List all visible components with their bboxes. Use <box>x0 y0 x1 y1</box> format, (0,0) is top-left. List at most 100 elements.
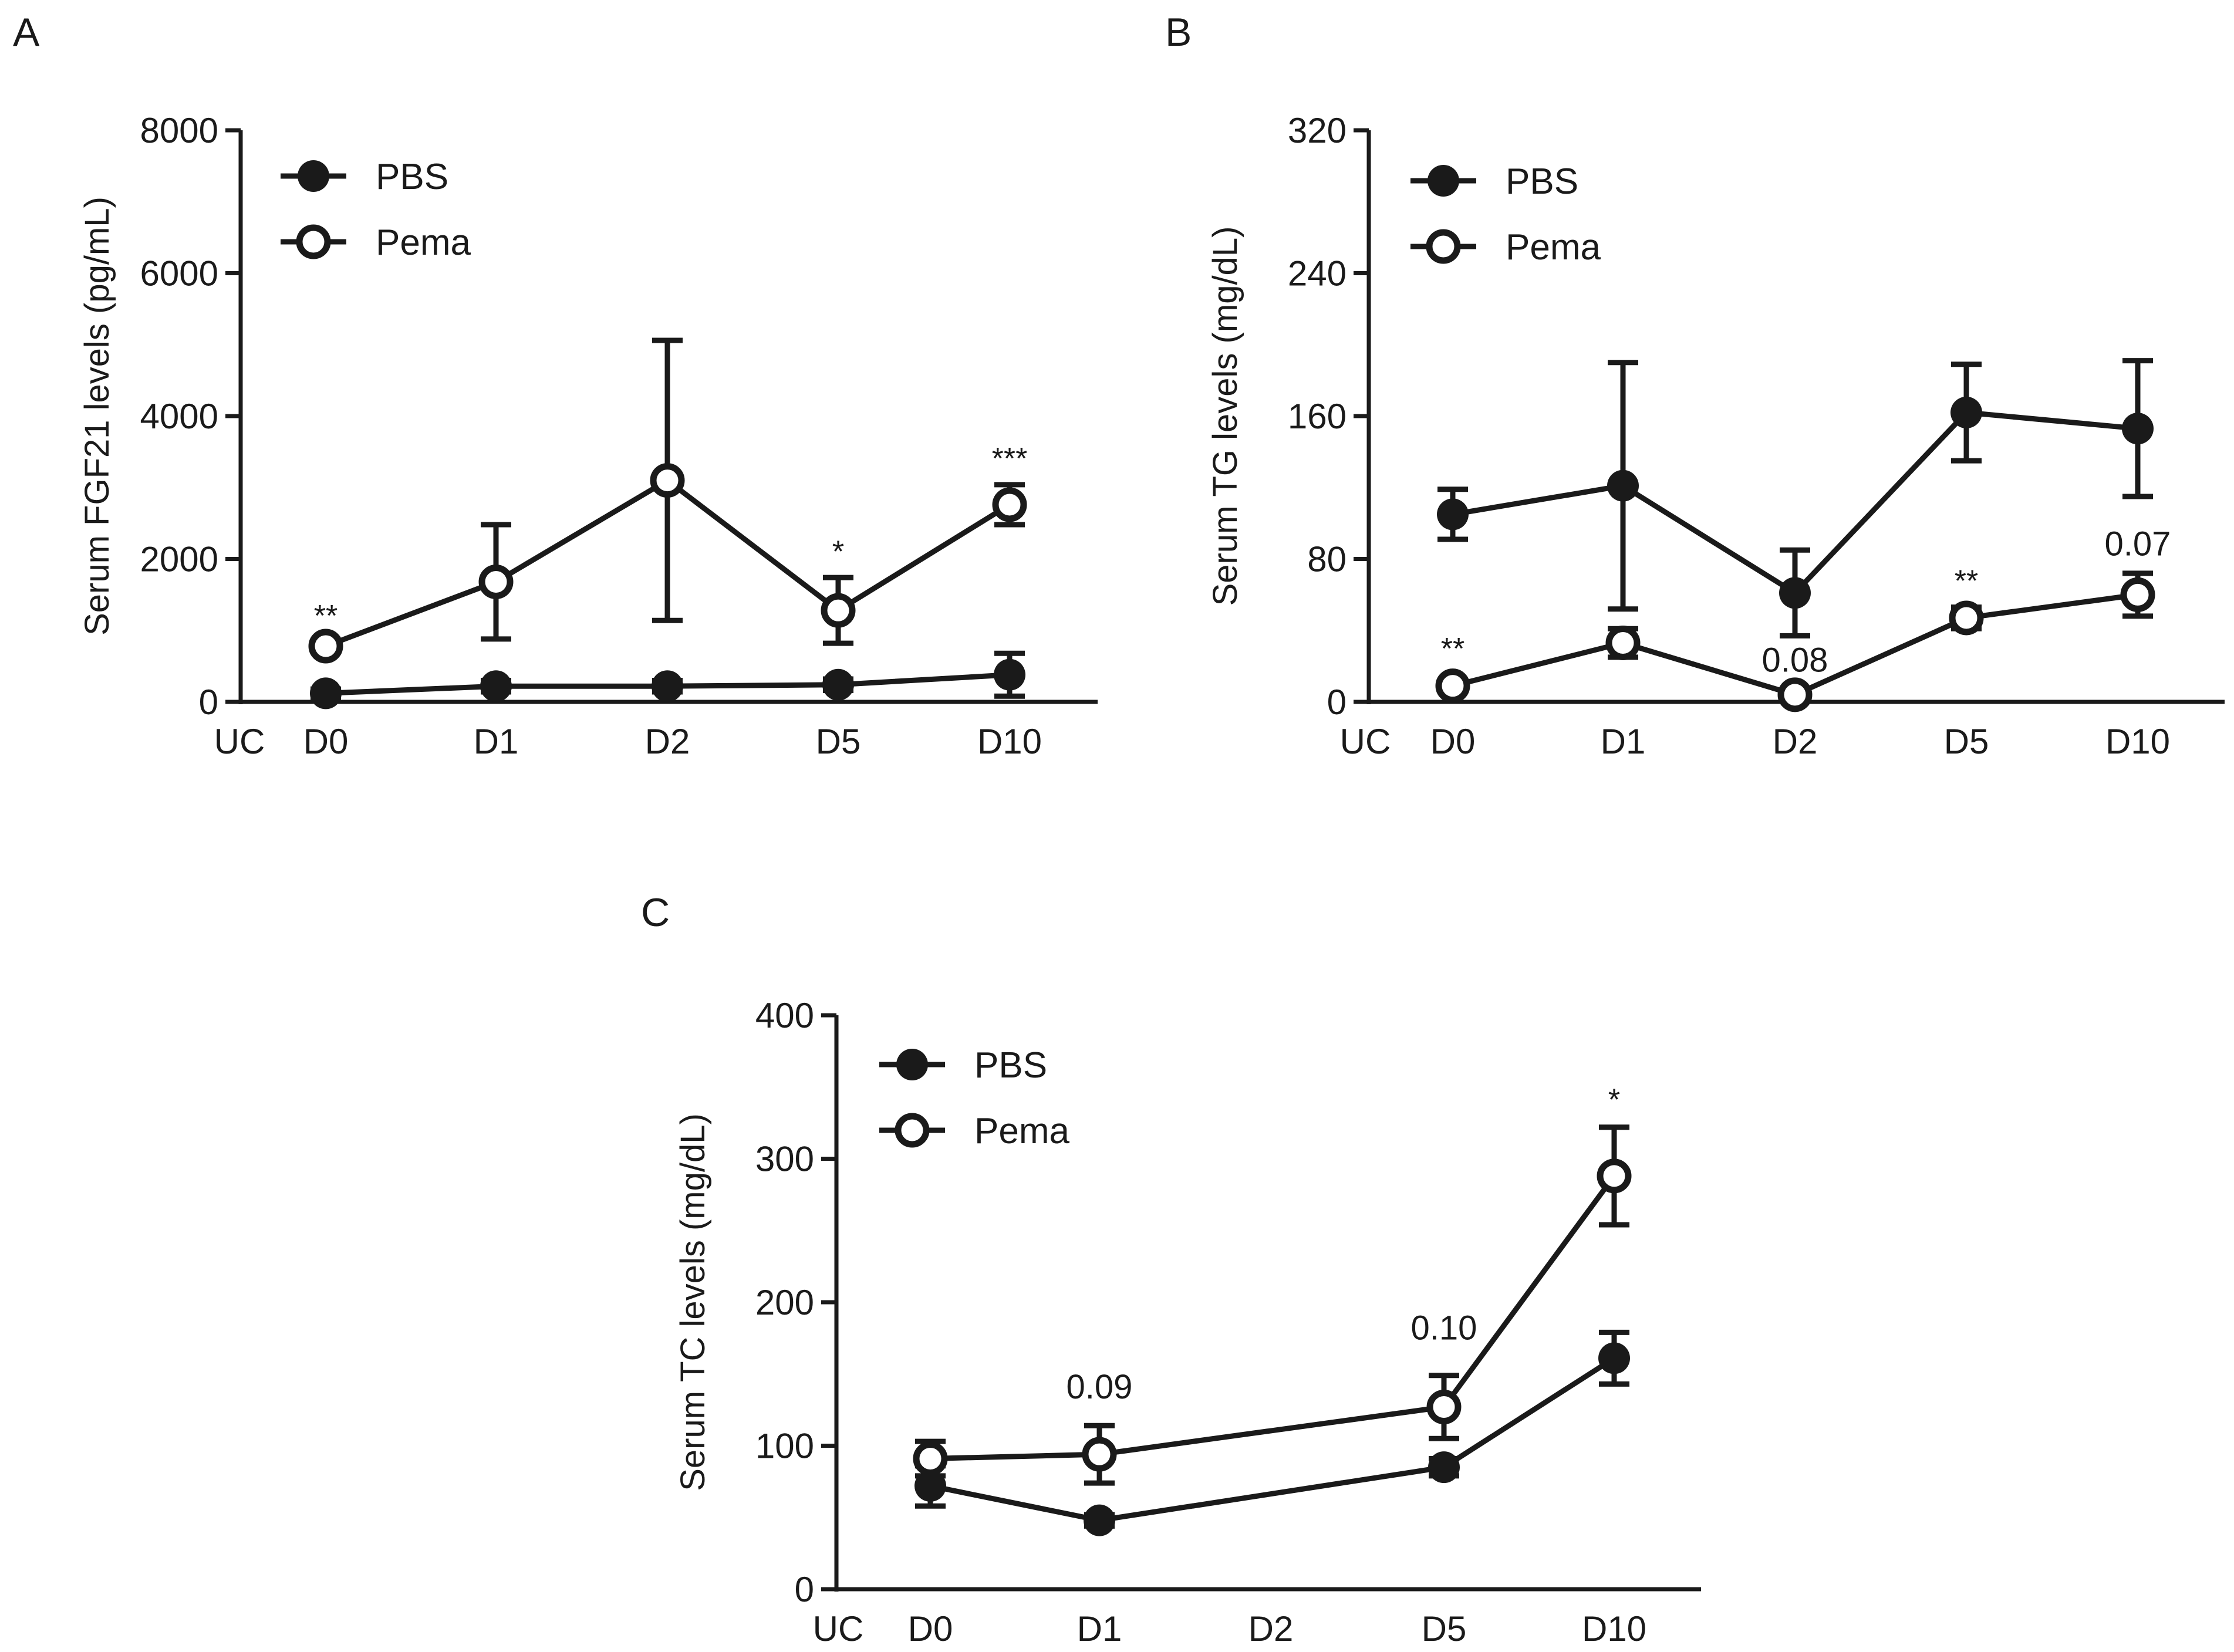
y-tick-label: 300 <box>755 1140 814 1179</box>
x-tick-label: D1 <box>1601 722 1646 761</box>
data-point-pbs <box>1607 469 1639 502</box>
data-point-pbs <box>310 677 342 710</box>
y-tick-label: 6000 <box>140 254 218 293</box>
x-tick-label: D5 <box>1944 722 1989 761</box>
panel-b-letter: B <box>1165 10 1192 55</box>
series-pbs <box>1437 358 2154 638</box>
data-point-pema <box>1435 668 1470 704</box>
x-tick-label: D1 <box>1077 1609 1122 1648</box>
x-tick-label: D10 <box>1582 1609 1646 1648</box>
data-point-pbs <box>480 670 512 702</box>
series-pema <box>1435 570 2155 712</box>
significance-annotation: 0.09 <box>1067 1368 1133 1406</box>
significance-annotation: *** <box>992 442 1028 476</box>
y-tick-label: 200 <box>755 1283 814 1322</box>
legend-marker-pbs <box>298 160 329 192</box>
data-point-pbs <box>1437 498 1469 531</box>
legend-label-pema: Pema <box>1506 227 1601 268</box>
series-line-pbs <box>930 1356 1616 1523</box>
x-tick-label-uc: UC <box>214 722 265 761</box>
x-tick-label: D2 <box>1248 1609 1294 1648</box>
x-tick-label: D2 <box>645 722 690 761</box>
legend: PBS Pema <box>281 157 471 263</box>
y-tick-label: 2000 <box>140 540 218 579</box>
series-line-pema <box>930 1174 1617 1462</box>
panel-c-letter: C <box>641 890 670 935</box>
legend-label-pema: Pema <box>376 222 471 263</box>
significance-annotation: 0.07 <box>2105 525 2171 563</box>
legend-label-pbs: PBS <box>376 157 448 197</box>
series-pema <box>913 1124 1632 1486</box>
y-tick-label: 8000 <box>140 111 218 150</box>
series-pema <box>308 337 1027 664</box>
data-point-pbs <box>1598 1342 1630 1374</box>
data-point-pbs <box>2122 413 2154 445</box>
significance-annotation: * <box>1608 1083 1620 1117</box>
significance-annotation: ** <box>1955 564 1978 598</box>
data-point-pema <box>308 629 343 664</box>
legend-label-pbs: PBS <box>974 1045 1047 1086</box>
data-point-pema <box>1597 1158 1632 1194</box>
panel-a-chart: 0 2000 4000 6000 8000 Serum FGF21 levels (pg/… <box>78 111 1098 761</box>
data-point-pema <box>1949 600 1984 636</box>
panel-c-chart: 0 100 200 300 400 Serum TC levels (mg/dL) UC D0… <box>674 996 1701 1648</box>
data-point-pema <box>913 1441 948 1477</box>
x-tick-label-uc: UC <box>813 1609 864 1648</box>
data-point-pema <box>1082 1437 1117 1472</box>
y-tick-label: 0 <box>795 1570 814 1609</box>
data-point-pema <box>1777 677 1813 712</box>
y-tick-label: 240 <box>1288 254 1347 293</box>
y-axis-title: Serum FGF21 levels (pg/mL) <box>78 197 116 636</box>
data-point-pema <box>478 564 514 599</box>
legend: PBS Pema <box>1410 161 1601 268</box>
x-tick-label: D10 <box>2105 722 2170 761</box>
legend-label-pema: Pema <box>974 1111 1069 1151</box>
x-tick-label: D5 <box>816 722 861 761</box>
legend: PBS Pema <box>879 1045 1069 1151</box>
panel-b-chart: 0 80 160 240 320 Serum TG levels (mg/dL) UC D0 D… <box>1206 111 2225 761</box>
x-tick-label: D2 <box>1773 722 1818 761</box>
data-point-pema <box>992 487 1027 522</box>
legend-marker-pbs <box>1428 165 1459 197</box>
y-tick-label: 4000 <box>140 397 218 436</box>
y-axis-title: Serum TC levels (mg/dL) <box>674 1113 712 1491</box>
x-tick-label: D0 <box>908 1609 953 1648</box>
data-point-pbs <box>1779 577 1811 609</box>
y-tick-label: 0 <box>1327 683 1347 722</box>
data-point-pema <box>821 593 856 628</box>
legend-marker-pema <box>895 1113 930 1148</box>
data-point-pbs <box>1950 396 1982 428</box>
panel-a-letter: A <box>13 10 40 55</box>
data-point-pbs <box>994 658 1025 691</box>
y-axis-title: Serum TG levels (mg/dL) <box>1206 227 1244 606</box>
panel-a: A 0 2000 4000 6000 8000 Serum FGF21 levels (p… <box>13 10 1098 761</box>
data-point-pema <box>650 463 685 498</box>
significance-annotation: 0.08 <box>1762 641 1828 679</box>
x-tick-label-uc: UC <box>1340 722 1391 761</box>
panel-b: B 0 80 160 240 320 Serum TG levels (mg/dL) UC D… <box>1165 10 2225 761</box>
y-tick-label: 80 <box>1307 540 1347 579</box>
series-pbs <box>310 650 1025 710</box>
panel-c: C 0 100 200 300 400 Serum TC levels (mg/dL) UC… <box>641 890 1701 1648</box>
legend-marker-pbs <box>896 1049 928 1080</box>
data-point-pbs <box>1428 1451 1460 1484</box>
significance-annotation: 0.10 <box>1411 1309 1477 1347</box>
legend-marker-pema <box>296 224 331 259</box>
data-point-pbs <box>652 670 683 702</box>
y-tick-label: 0 <box>199 683 218 722</box>
data-point-pema <box>2120 577 2155 612</box>
x-tick-label: D10 <box>977 722 1042 761</box>
legend-label-pbs: PBS <box>1506 161 1578 202</box>
x-tick-label: D0 <box>303 722 349 761</box>
x-tick-label: D1 <box>474 722 519 761</box>
data-point-pbs <box>1084 1504 1115 1536</box>
y-tick-label: 320 <box>1288 111 1347 150</box>
data-point-pema <box>1605 626 1641 661</box>
significance-annotation: ** <box>314 599 338 633</box>
significance-annotation: * <box>832 535 844 569</box>
significance-annotation: ** <box>1441 632 1464 666</box>
y-tick-label: 100 <box>755 1427 814 1466</box>
y-tick-label: 400 <box>755 996 814 1035</box>
